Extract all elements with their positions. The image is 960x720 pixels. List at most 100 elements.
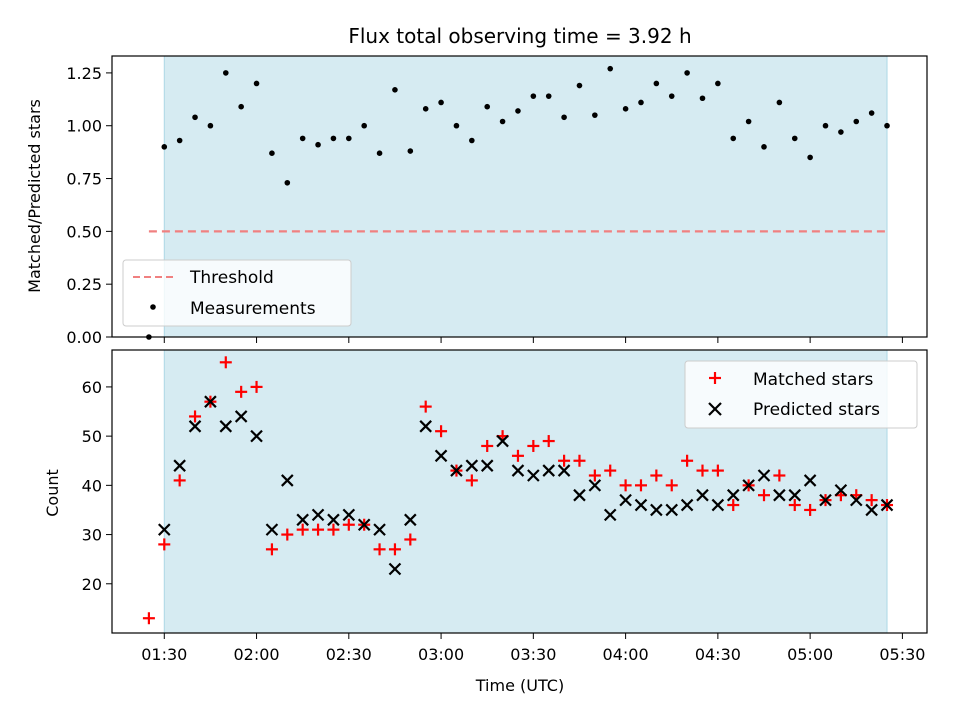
measurement-point [607,65,614,72]
predicted-star-stroke [803,474,817,487]
predicted-star-stroke [234,410,248,423]
measurement-point [576,82,583,89]
predicted-star-point [711,498,725,512]
predicted-star-stroke [357,518,371,531]
predicted-star-stroke [757,469,771,482]
predicted-star-point [250,429,263,443]
measurement-point [653,80,660,87]
predicted-star-stroke [450,464,463,477]
bottom-x-tick-label: 03:00 [418,645,464,664]
predicted-star-point [696,488,709,502]
predicted-star-point [311,508,325,522]
predicted-star-point [865,503,878,517]
bottom-panel: 20 30 40 50 60 01:30 02:00 02:30 03:00 03:30 04:00… [82,349,928,664]
predicted-star-stroke [603,508,617,522]
top-legend: Threshold Measurements [122,259,352,327]
measurement-point [299,135,306,142]
measurement-point [684,70,690,76]
matched-star-point [327,523,340,536]
predicted-star-point [496,434,509,448]
bottom-x-tick-label: 03:30 [510,645,556,664]
legend-matched-label: Matched stars [753,370,873,390]
matched-star-point [388,543,401,556]
matched-star-point [189,410,202,423]
legend-threshold-label: Threshold [189,268,274,288]
measurement-point [407,148,414,154]
predicted-star-point [465,459,479,472]
predicted-star-stroke [880,498,894,512]
predicted-star-point [373,523,386,536]
top-y-tick-label: 0.25 [66,275,102,294]
predicted-star-point [342,508,356,522]
predicted-star-stroke [434,449,448,463]
predicted-star-stroke [542,464,555,477]
matched-star-point [296,523,309,536]
matched-star-point [804,503,817,516]
measurement-point [222,70,229,76]
measurement-point [761,144,767,150]
predicted-star-point [188,420,202,433]
predicted-star-stroke [865,503,878,517]
predicted-star-stroke [219,420,233,433]
predicted-star-point [327,513,340,527]
predicted-star-stroke [388,562,402,576]
matched-star-point [373,543,386,556]
bottom-x-tick-label: 02:30 [326,645,372,664]
predicted-star-stroke [573,488,586,502]
measurement-point [545,93,552,99]
measurement-point [376,150,383,156]
measurement-point [561,114,567,121]
measurement-point [438,99,444,106]
matched-star-point [465,474,478,487]
predicted-star-point [511,464,525,477]
bottom-y-tick-label: 40 [82,476,102,495]
measurement-point [469,137,475,144]
measurement-point [392,87,398,93]
predicted-star-point [173,459,186,472]
predicted-star-point [357,518,371,531]
matched-star-point [619,479,632,492]
top-y-tick-label: 0.75 [66,170,102,189]
matched-star-point [173,474,186,487]
predicted-star-stroke [650,503,663,517]
measurement-point [346,135,352,142]
predicted-star-stroke [204,395,217,408]
predicted-star-point [819,493,832,507]
bottom-axes-frame [111,349,928,634]
predicted-star-stroke [619,493,632,507]
matched-star-point [219,356,232,369]
top-y-tick-label: 1.25 [66,64,102,83]
matched-star-point [235,385,248,398]
measurement-point [807,154,813,161]
predicted-star-stroke [819,493,832,507]
predicted-star-stroke [849,493,863,507]
predicted-star-stroke [342,508,356,522]
predicted-star-point [265,523,279,536]
predicted-star-stroke [327,513,340,527]
measurement-point [176,137,183,144]
legend-matched-swatch [709,372,721,384]
measurement-point [315,141,321,148]
measurement-point [791,135,798,142]
predicted-star-point [849,493,863,507]
predicted-star-point [726,488,740,502]
matched-star-point [696,464,709,477]
predicted-star-point [542,464,555,477]
bottom-x-tick-label: 05:00 [787,645,833,664]
matched-star-point [419,400,432,413]
legend-predicted-label: Predicted stars [753,400,880,420]
measurement-point [207,122,214,129]
matched-star-point [650,469,663,482]
measurement-point [269,150,275,156]
predicted-star-stroke [188,420,202,433]
predicted-star-point [527,469,540,482]
predicted-star-point [388,562,402,576]
measurement-point [361,122,367,129]
matched-star-point [158,538,171,551]
bottom-y-tick-label: 30 [82,526,102,545]
predicted-star-point [680,498,694,512]
matched-star-point [250,380,263,393]
matched-star-point [758,489,770,502]
predicted-star-point [619,493,632,507]
predicted-star-stroke [696,488,709,502]
